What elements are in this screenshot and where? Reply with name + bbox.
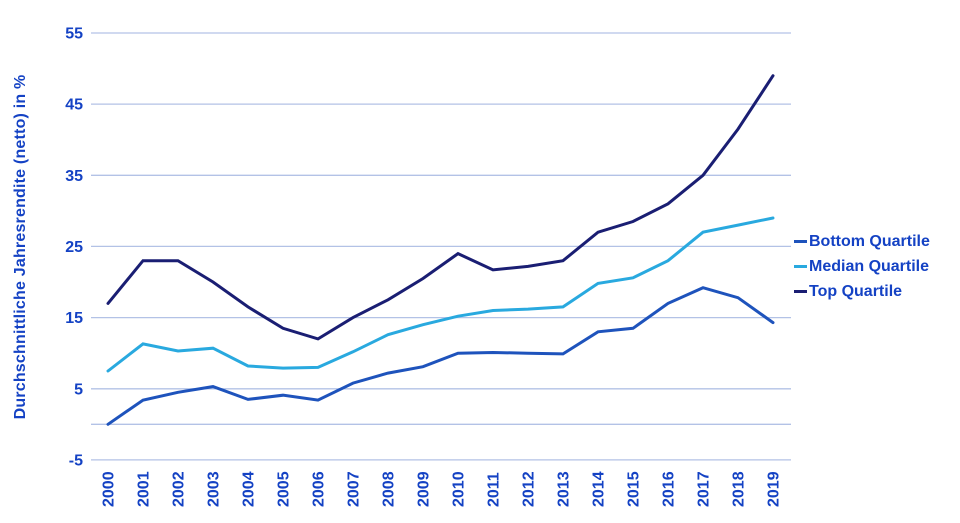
- x-axis-tick-label: 2010: [451, 471, 468, 507]
- series-line-top-quartile: [106, 74, 775, 341]
- x-axis-tick-label: 2011: [486, 472, 503, 507]
- y-axis-tick-label: 15: [65, 310, 83, 327]
- legend: Bottom Quartile Median Quartile Top Quar…: [794, 231, 930, 302]
- legend-label-top-quartile: Top Quartile: [809, 282, 903, 300]
- legend-item-median-quartile: Median Quartile: [794, 256, 930, 277]
- y-axis-tick-label: 5: [74, 381, 83, 398]
- legend-item-top-quartile: Top Quartile: [794, 281, 930, 302]
- legend-dash-icon: [794, 240, 807, 243]
- x-axis-tick-label: 2013: [556, 471, 573, 507]
- legend-item-bottom-quartile: Bottom Quartile: [794, 231, 930, 252]
- y-axis-title: Durchschnittliche Jahresrendite (netto) …: [12, 74, 29, 420]
- x-axis-tick-label: 2009: [416, 471, 433, 507]
- x-axis-tick-label: 2015: [626, 471, 643, 507]
- y-axis-tick-label: 55: [65, 26, 83, 43]
- x-axis-tick-label: 2003: [206, 471, 223, 507]
- y-axis-tick-label: 25: [65, 239, 83, 256]
- x-axis-tick-label: 2000: [101, 471, 118, 507]
- x-axis-tick-label: 2014: [591, 471, 608, 507]
- x-axis-tick-label: 2012: [521, 471, 538, 507]
- x-axis-tick-label: 2016: [661, 471, 678, 507]
- x-axis-tick-label: 2002: [171, 471, 188, 507]
- y-axis-tick-label: -5: [69, 452, 83, 469]
- y-axis-tick-label: 35: [65, 168, 83, 185]
- x-axis-tick-label: 2018: [731, 471, 748, 507]
- x-axis-tick-label: 2005: [276, 471, 293, 507]
- x-axis-tick-label: 2006: [311, 471, 328, 507]
- y-axis-tick-label: 45: [65, 97, 83, 114]
- x-axis-tick-label: 2017: [696, 471, 713, 507]
- x-axis-tick-label: 2004: [241, 471, 258, 507]
- x-axis-tick-label: 2008: [381, 471, 398, 507]
- series-line-median-quartile: [106, 216, 775, 373]
- legend-label-bottom-quartile: Bottom Quartile: [809, 232, 930, 250]
- legend-label-median-quartile: Median Quartile: [809, 257, 930, 275]
- x-axis-tick-label: 2019: [766, 471, 783, 507]
- legend-dash-icon: [794, 290, 807, 293]
- legend-dash-icon: [794, 265, 807, 268]
- x-axis-tick-label: 2007: [346, 471, 363, 507]
- series-line-bottom-quartile: [106, 286, 775, 426]
- x-axis-tick-label: 2001: [136, 471, 153, 507]
